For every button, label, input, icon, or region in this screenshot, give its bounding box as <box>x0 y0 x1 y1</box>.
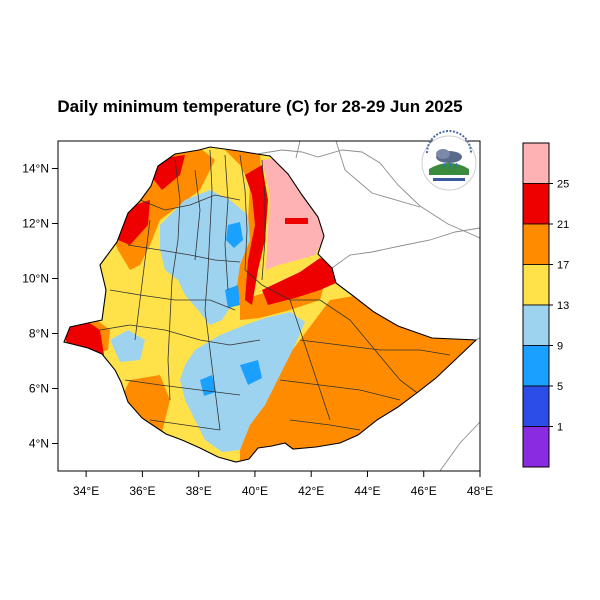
map-title: Daily minimum temperature (C) for 28-29 … <box>57 97 463 116</box>
y-tick-label: 10°N <box>22 272 49 286</box>
legend-label: 9 <box>557 341 563 353</box>
y-tick-label: 4°N <box>29 437 49 451</box>
legend-label: 21 <box>557 219 569 231</box>
field-9-13 <box>180 312 305 452</box>
ethiopia-border <box>63 146 478 463</box>
field-21-25 <box>262 258 336 305</box>
x-tick-label: 48°E <box>467 484 493 498</box>
legend-swatch <box>522 385 550 427</box>
legend-label: 5 <box>557 381 563 393</box>
field-5-9 <box>240 360 262 385</box>
field-25-plus <box>262 158 324 270</box>
legend-swatch <box>522 304 550 346</box>
legend-swatch <box>522 223 550 265</box>
legend-label: 17 <box>557 260 569 272</box>
x-tick-label: 36°E <box>129 484 155 498</box>
field-21-25 <box>118 200 150 245</box>
field-21-25 <box>245 165 268 305</box>
admin-borders <box>99 149 451 431</box>
field-21-25 <box>150 155 185 190</box>
neighbor-borders <box>256 141 480 471</box>
x-tick-label: 46°E <box>411 484 437 498</box>
map-frame <box>57 140 481 472</box>
temperature-fields <box>64 147 476 462</box>
y-tick-label: 6°N <box>29 382 49 396</box>
legend-swatch <box>522 142 550 184</box>
field-9-13 <box>110 330 145 362</box>
x-tick-label: 42°E <box>298 484 324 498</box>
legend-label: 13 <box>557 300 569 312</box>
legend-label: 25 <box>557 179 569 191</box>
agency-logo <box>421 130 477 191</box>
x-tick-label: 44°E <box>354 484 380 498</box>
field-21-25 <box>285 218 308 224</box>
field-5-9 <box>226 222 243 248</box>
y-tick-label: 8°N <box>29 327 49 341</box>
legend-swatch <box>522 345 550 387</box>
field-5-9 <box>225 285 240 308</box>
legend-swatch <box>522 426 550 468</box>
y-tick-label: 14°N <box>22 162 49 176</box>
x-tick-label: 38°E <box>186 484 212 498</box>
x-tick-label: 40°E <box>242 484 268 498</box>
legend-label: 1 <box>557 422 563 434</box>
legend-swatch <box>522 264 550 306</box>
legend-swatch <box>522 183 550 225</box>
x-tick-label: 34°E <box>73 484 99 498</box>
y-tick-label: 12°N <box>22 217 49 231</box>
